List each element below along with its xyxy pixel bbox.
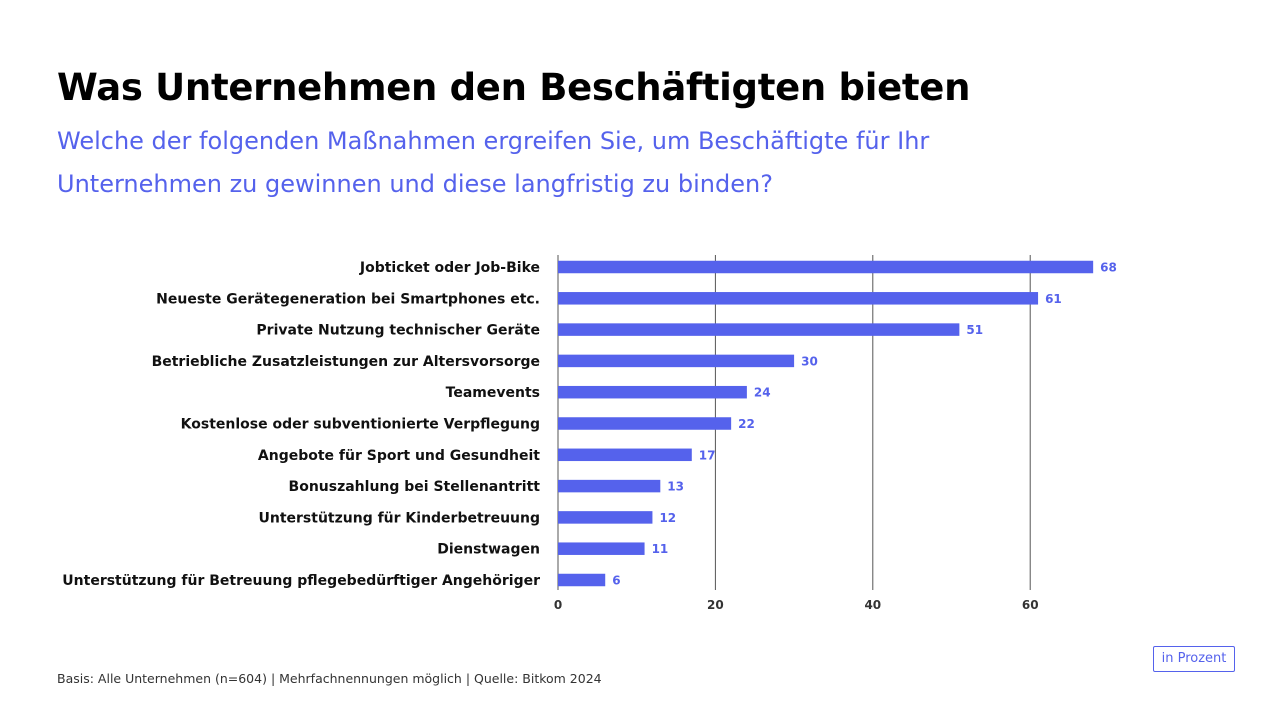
category-label: Teamevents	[446, 385, 540, 401]
category-label: Bonuszahlung bei Stellenantritt	[289, 479, 541, 495]
value-label: 51	[966, 323, 983, 337]
subtitle-line-1: Welche der folgenden Maßnahmen ergreifen…	[57, 127, 930, 155]
value-label: 13	[667, 480, 684, 494]
bar	[558, 417, 732, 430]
value-label: 17	[699, 448, 716, 462]
category-label: Neueste Gerätegeneration bei Smartphones…	[156, 291, 540, 307]
value-label: 6	[612, 574, 620, 588]
value-label: 68	[1100, 261, 1117, 275]
bar	[558, 511, 653, 524]
x-tick-label: 40	[864, 598, 881, 612]
category-label: Angebote für Sport und Gesundheit	[258, 448, 540, 464]
category-label: Kostenlose oder subventionierte Verpfleg…	[181, 417, 540, 433]
subtitle-line-2: Unternehmen zu gewinnen und diese langfr…	[57, 170, 773, 198]
bar	[558, 323, 960, 336]
bar	[558, 448, 692, 462]
unit-badge: in Prozent	[1153, 646, 1235, 672]
category-label: Dienstwagen	[437, 542, 540, 558]
chart-title: Was Unternehmen den Beschäftigten bieten	[57, 66, 971, 109]
category-label: Unterstützung für Kinderbetreuung	[259, 510, 541, 526]
bar	[558, 292, 1039, 305]
bar	[558, 573, 606, 587]
value-label: 22	[738, 417, 755, 431]
x-axis-ticks: 0 20 40 60	[554, 598, 1039, 612]
gridlines	[557, 255, 1031, 590]
category-label: Private Nutzung technischer Geräte	[256, 323, 540, 339]
value-label: 24	[754, 386, 771, 400]
bar	[558, 479, 661, 493]
source-note: Basis: Alle Unternehmen (n=604) | Mehrfa…	[57, 671, 602, 686]
category-labels: Jobticket oder Job-Bike Neueste Gerätegen…	[62, 260, 540, 589]
bar	[558, 385, 747, 399]
bar	[558, 260, 1094, 274]
bar	[558, 542, 645, 555]
bar	[558, 354, 795, 368]
bars	[558, 260, 1094, 587]
category-label: Jobticket oder Job-Bike	[359, 260, 540, 276]
x-tick-label: 0	[554, 598, 562, 612]
x-tick-label: 20	[707, 598, 724, 612]
value-label: 61	[1045, 292, 1062, 306]
value-label: 30	[801, 354, 818, 368]
category-label: Unterstützung für Betreuung pflegebedürf…	[62, 573, 540, 589]
value-label: 11	[652, 542, 669, 556]
category-label: Betriebliche Zusatzleistungen zur Alters…	[152, 354, 540, 370]
chart-subtitle: Welche der folgenden Maßnahmen ergreifen…	[57, 120, 1107, 206]
value-label: 12	[659, 511, 676, 525]
value-labels: 68 61 51 30 24 22 17 13 12 11 6	[612, 261, 1117, 588]
x-tick-label: 60	[1022, 598, 1039, 612]
